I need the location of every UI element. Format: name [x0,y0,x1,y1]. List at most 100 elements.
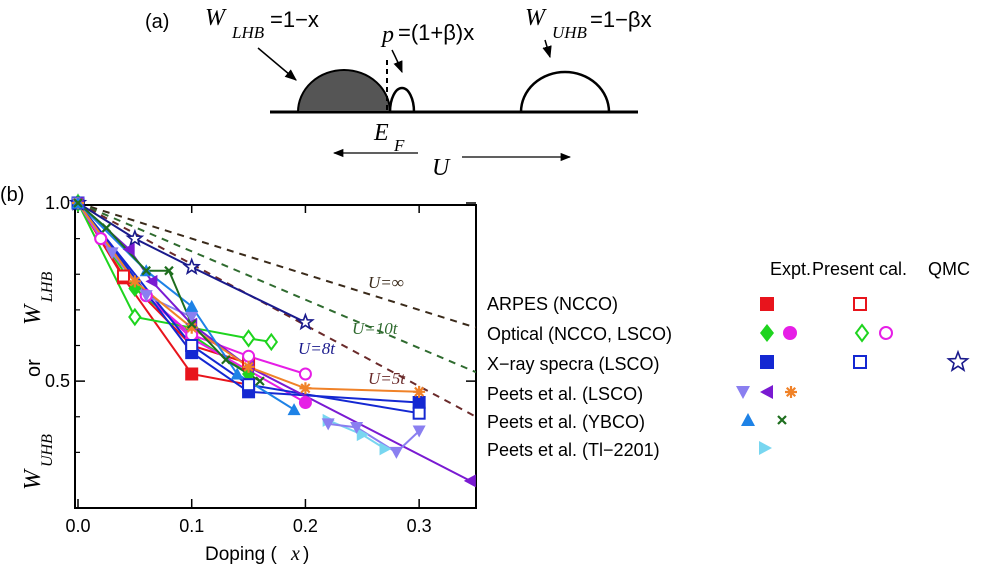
data-point [128,275,141,288]
data-point [412,425,426,438]
y-tick-label: 1.0 [45,193,70,213]
panel-a: (a) W LHB =1−x p =(1+β)x W UHB =1−βx E F… [145,5,652,181]
legend-row-arpes: ARPES (NCCO) [487,294,618,314]
data-point [145,274,158,288]
x-tick-label: 0.2 [293,516,318,536]
series-line [78,205,420,415]
axis-ticks: 0.0 0.1 0.2 0.3 0.5 1.0 [45,193,476,536]
data-point [101,223,112,233]
y-tick-label: 0.5 [45,371,70,391]
p-arrow [391,49,403,74]
y-label-top-symbol: W [20,468,46,490]
ef-symbol: E [373,120,389,146]
x-label-close: ) [303,544,309,565]
data-point [853,297,867,311]
data-point [185,321,198,334]
legend-row-peets-ybco: Peets et al. (YBCO) [487,412,645,432]
data-point [299,382,312,395]
uhb-band [519,70,611,113]
legend-row-optical: Optical (NCCO, LSCO) [487,324,672,344]
legend-header-present: Present cal. [812,259,907,279]
data-point [760,355,774,369]
legend-header-qmc: QMC [928,259,970,279]
data-point [164,265,174,276]
legend-header-expt: Expt. [770,259,811,279]
data-point [741,413,755,426]
legend-markers [736,297,970,455]
lhb-arrow [257,47,297,81]
data-point [221,354,231,365]
data-point [186,319,197,329]
w-uhb-value: =1−βx [590,7,652,32]
data-point [379,442,392,456]
data-point [185,339,199,352]
data-point [389,446,403,459]
data-point [412,406,426,420]
p-symbol: p [380,22,394,48]
data-point [185,367,199,381]
legend-row-peets-tl: Peets et al. (Tl−2201) [487,440,660,460]
data-point [241,329,256,348]
data-point [182,257,201,276]
data-point [185,299,199,312]
data-point [94,232,108,246]
data-point [141,265,152,276]
legend: Expt. Present cal. QMC ARPES (NCCO) Opti… [487,259,970,460]
w-uhb-symbol: W [525,5,547,31]
annotation-u-8t: U=8t [298,339,336,358]
annotation-u-5t: U=5t [368,369,406,388]
x-tick-label: 0.1 [179,516,204,536]
data-point [242,378,256,392]
data-point [73,198,83,208]
p-band [388,86,416,113]
y-label-top-subscript: UHB [39,434,56,467]
data-point [760,324,774,342]
series-line [78,205,306,375]
y-label-or: or [23,359,45,377]
x-tick-label: 0.0 [65,516,90,536]
data-point [463,474,476,488]
data-point [760,385,773,399]
data-point [736,386,750,399]
w-lhb-subscript: LHB [231,23,265,42]
y-axis-label: W UHB or W LHB [20,272,56,490]
legend-row-xray: X−ray specra (LSCO) [487,354,660,374]
data-point [255,376,265,386]
data-point [139,290,153,303]
data-point [298,396,312,409]
data-point [777,415,787,425]
data-point [298,367,312,381]
data-point [783,326,797,340]
x-label-text: Doping ( [205,544,277,565]
data-point [264,332,279,352]
u-label: U [432,155,451,181]
annotation-u-inf: U=∞ [368,273,404,292]
data-point [879,326,893,340]
x-axis-label: Doping ( x ) [205,543,309,565]
w-lhb-symbol: W [205,5,227,31]
data-point [122,242,135,256]
data-point [760,297,774,311]
data-point [946,349,970,372]
uhb-arrow [542,39,552,59]
y-label-bottom-subscript: LHB [39,272,56,303]
series-line [78,205,471,482]
data-point [296,312,315,331]
marker-layer [68,193,476,488]
data-point [242,360,255,373]
x-tick-label: 0.3 [407,516,432,536]
series-line [79,205,476,418]
data-point [185,311,199,324]
data-point [412,396,426,409]
series-line [79,205,306,324]
plot-frame [74,204,477,509]
panel-a-label: (a) [145,11,169,33]
data-point [356,428,369,442]
y-label-bottom-symbol: W [20,303,46,325]
data-point [242,349,256,363]
legend-row-peets-lsco: Peets et al. (LSCO) [487,384,643,404]
p-value: =(1+β)x [398,20,474,45]
series-line [81,205,476,329]
data-point [759,441,772,455]
series-line [328,422,420,454]
